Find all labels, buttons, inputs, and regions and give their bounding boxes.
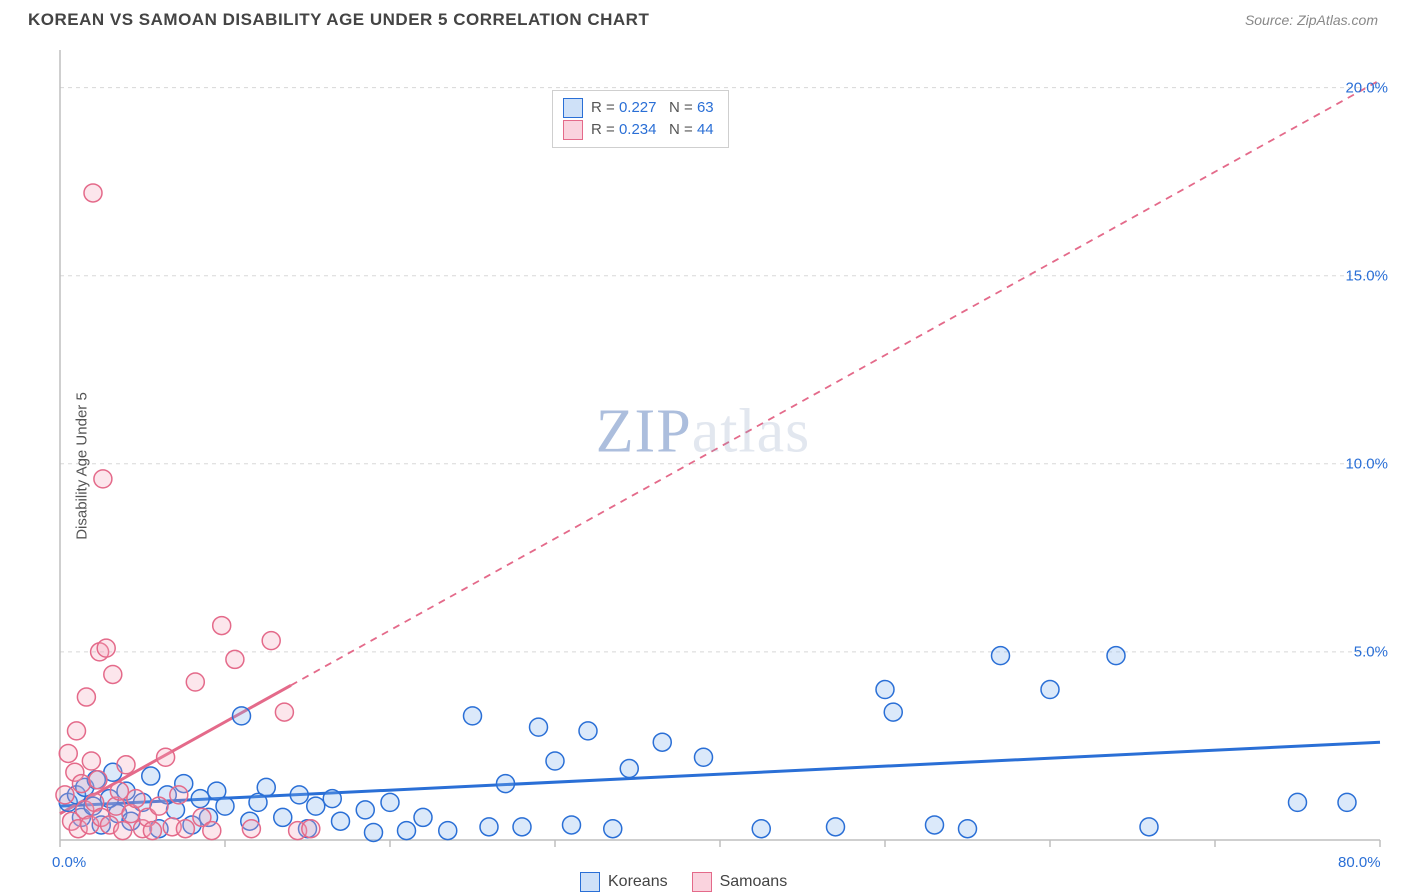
legend-item: Samoans — [692, 872, 788, 892]
legend-label: Samoans — [720, 873, 788, 891]
correlation-legend: R = 0.227 N = 63R = 0.234 N = 44 — [552, 90, 729, 148]
source-prefix: Source: — [1245, 12, 1297, 28]
legend-swatch — [580, 872, 600, 892]
y-tick-label: 20.0% — [1345, 79, 1388, 96]
chart-area: Disability Age Under 5 ZIPatlas R = 0.22… — [0, 40, 1406, 892]
legend-swatch — [692, 872, 712, 892]
legend-swatch — [563, 98, 583, 118]
y-axis-label: Disability Age Under 5 — [73, 392, 90, 540]
series-legend: Koreans Samoans — [580, 872, 787, 892]
legend-item: Koreans — [580, 872, 668, 892]
chart-title: KOREAN VS SAMOAN DISABILITY AGE UNDER 5 … — [28, 10, 649, 30]
y-tick-label: 10.0% — [1345, 455, 1388, 472]
source-name: ZipAtlas.com — [1297, 12, 1378, 28]
legend-row: R = 0.234 N = 44 — [563, 119, 714, 141]
scatter-plot — [0, 40, 1406, 892]
legend-label: Koreans — [608, 873, 668, 891]
y-tick-label: 5.0% — [1354, 643, 1388, 660]
legend-stats: R = 0.227 N = 63 — [591, 97, 714, 119]
legend-row: R = 0.227 N = 63 — [563, 97, 714, 119]
source-label: Source: ZipAtlas.com — [1245, 12, 1378, 28]
x-axis-max-label: 80.0% — [1338, 854, 1381, 871]
legend-swatch — [563, 120, 583, 140]
legend-stats: R = 0.234 N = 44 — [591, 119, 714, 141]
x-axis-min-label: 0.0% — [52, 854, 86, 871]
y-tick-label: 15.0% — [1345, 267, 1388, 284]
